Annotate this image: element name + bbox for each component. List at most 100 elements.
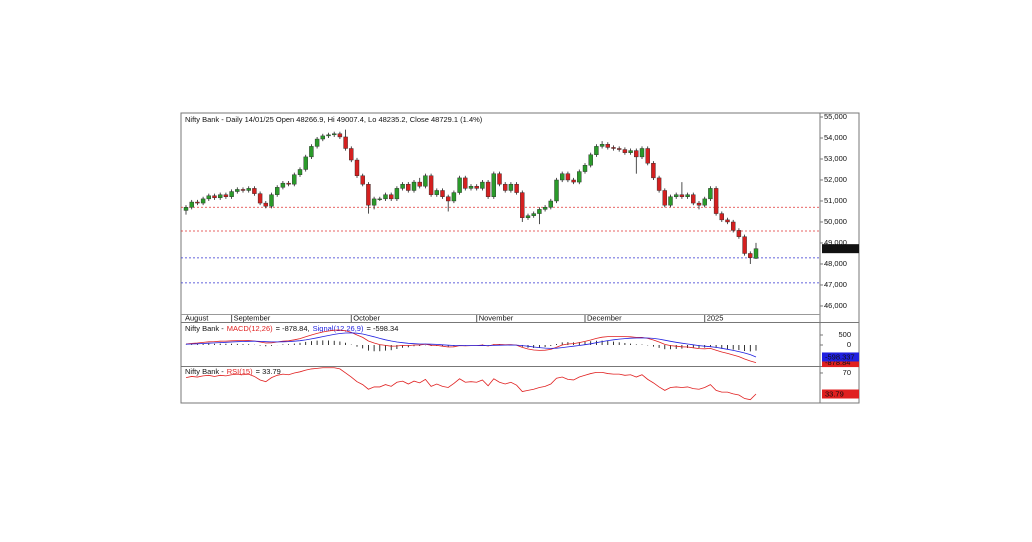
candle-body bbox=[451, 192, 457, 202]
candle-body bbox=[708, 188, 713, 200]
candle-body bbox=[691, 194, 696, 204]
y-tick-label: 46,000 bbox=[824, 301, 847, 310]
legend-macd: MACD(12,26) bbox=[227, 324, 273, 333]
x-tick-label: November bbox=[479, 313, 514, 322]
candle-body bbox=[651, 162, 656, 179]
candle-body bbox=[491, 173, 496, 197]
candle-body bbox=[332, 133, 337, 136]
candle-body bbox=[223, 194, 229, 197]
candle-body bbox=[696, 202, 702, 206]
signal-value: = -598.34 bbox=[366, 324, 398, 333]
y-tick-label: 0 bbox=[847, 340, 851, 349]
y-tick-label: 52,000 bbox=[824, 175, 847, 184]
candle-body bbox=[731, 221, 736, 231]
candle-body bbox=[520, 192, 525, 218]
candle-body bbox=[463, 177, 468, 189]
candle-body bbox=[639, 148, 645, 158]
candle-body bbox=[257, 193, 263, 204]
candle-body bbox=[582, 165, 588, 172]
candle-body bbox=[468, 186, 474, 189]
candle-body bbox=[183, 207, 189, 211]
candle-body bbox=[434, 190, 439, 195]
candle-body bbox=[514, 183, 519, 193]
candle-body bbox=[428, 175, 434, 195]
candle-body bbox=[309, 146, 314, 158]
candle-body bbox=[189, 201, 194, 208]
candle-body bbox=[349, 148, 354, 161]
candle-body bbox=[263, 202, 268, 207]
macd-value: = -878.84, bbox=[276, 324, 310, 333]
last-value-badge bbox=[822, 389, 859, 399]
y-tick-label: 51,000 bbox=[824, 196, 847, 205]
candle-body bbox=[360, 175, 365, 185]
y-tick-label: 50,000 bbox=[824, 217, 847, 226]
candle-body bbox=[508, 183, 514, 191]
y-tick-label: 53,000 bbox=[824, 154, 847, 163]
candle-body bbox=[212, 195, 217, 199]
candle-body bbox=[195, 201, 200, 204]
candle-body bbox=[229, 191, 234, 197]
candle-body bbox=[548, 200, 553, 208]
last-value-label: -878.84 bbox=[825, 358, 850, 367]
candle-body bbox=[303, 156, 308, 170]
x-tick-label: August bbox=[185, 313, 209, 322]
candle-body bbox=[480, 181, 485, 189]
candle-body bbox=[503, 183, 508, 191]
candle-body bbox=[662, 190, 667, 206]
rsi-title: Nifty Bank - RSI(15) = 33.79 bbox=[185, 367, 281, 376]
x-tick-label: September bbox=[234, 313, 271, 322]
series-line bbox=[185, 332, 757, 358]
candle-body bbox=[474, 186, 479, 189]
candle-body bbox=[577, 171, 582, 183]
candle-body bbox=[240, 189, 246, 191]
last-value-label: 33.79 bbox=[825, 389, 844, 398]
candle-body bbox=[599, 144, 605, 147]
candle-body bbox=[725, 219, 730, 223]
candle-body bbox=[485, 181, 491, 197]
candle-body bbox=[748, 253, 753, 258]
candle-body bbox=[668, 196, 673, 206]
candle-body bbox=[674, 194, 679, 197]
candle-body bbox=[371, 198, 377, 206]
candle-body bbox=[645, 148, 650, 164]
candle-body bbox=[742, 236, 747, 254]
rsi-value: = 33.79 bbox=[256, 367, 281, 376]
last-value-label: 48,729.1 bbox=[825, 244, 854, 253]
candle-body bbox=[246, 188, 251, 191]
candle-body bbox=[354, 159, 360, 176]
last-value-label: -598.337 bbox=[825, 352, 855, 361]
candle-body bbox=[320, 135, 325, 140]
candle-body bbox=[446, 196, 451, 202]
series-line bbox=[185, 367, 757, 401]
x-tick-label: December bbox=[587, 313, 622, 322]
candle-body bbox=[337, 133, 343, 138]
candle-body bbox=[206, 195, 212, 200]
candle-body bbox=[565, 173, 571, 181]
candle-body bbox=[297, 169, 303, 175]
candle-body bbox=[275, 187, 280, 195]
candle-body bbox=[542, 207, 548, 210]
candle-body bbox=[235, 189, 240, 192]
candle-body bbox=[400, 183, 405, 189]
candle-body bbox=[314, 138, 320, 147]
candle-body bbox=[217, 194, 223, 199]
candle-body bbox=[417, 181, 422, 187]
candle-body bbox=[611, 147, 616, 149]
macd-title: Nifty Bank - MACD(12,26) = -878.84, Signal(… bbox=[185, 324, 398, 333]
candle-body bbox=[440, 190, 445, 197]
candle-body bbox=[736, 230, 742, 237]
last-value-badge bbox=[822, 358, 859, 368]
candle-body bbox=[531, 213, 536, 216]
candle-body bbox=[286, 182, 291, 185]
last-value-badge bbox=[822, 352, 859, 362]
legend-signal: Signal(12,26,9) bbox=[313, 324, 364, 333]
rsi-prefix: Nifty Bank - bbox=[185, 367, 224, 376]
candle-body bbox=[252, 188, 257, 194]
candle-body bbox=[200, 198, 206, 204]
macd-prefix: Nifty Bank - bbox=[185, 324, 224, 333]
candle-body bbox=[394, 188, 400, 200]
candle-body bbox=[406, 183, 411, 191]
candle-body bbox=[423, 175, 428, 187]
candle-body bbox=[292, 174, 297, 185]
